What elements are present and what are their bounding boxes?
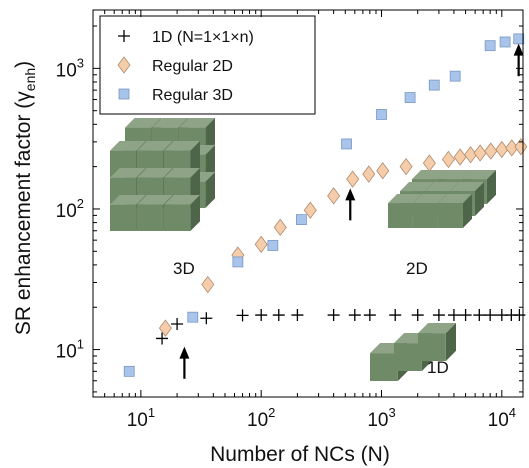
y-tick-label: 102 <box>56 196 84 222</box>
label-1d: 1D <box>427 358 449 377</box>
x-tick-label: 102 <box>247 405 275 431</box>
axes <box>92 9 524 398</box>
x-axis-label: Number of NCs (N) <box>210 443 390 466</box>
point-1d <box>348 309 361 322</box>
point-regular-2d <box>422 154 436 172</box>
point-regular-3d <box>484 40 496 52</box>
point-regular-3d <box>513 33 525 45</box>
point-regular-2d <box>453 148 467 166</box>
y-tick-label: 103 <box>56 55 84 81</box>
point-1d <box>513 309 526 322</box>
label-2d: 2D <box>406 259 428 278</box>
point-regular-3d <box>296 214 307 226</box>
x-tick-label: 104 <box>488 405 516 431</box>
point-regular-3d <box>187 311 199 323</box>
y-axis-label-gamma: γ <box>12 91 35 102</box>
label-3d: 3D <box>173 259 195 278</box>
point-regular-2d <box>484 142 498 160</box>
point-1d <box>484 309 497 322</box>
x-tick-label: 101 <box>127 405 155 431</box>
point-1d <box>171 318 184 331</box>
legend-marker-regular-3d <box>118 88 130 100</box>
legend-marker <box>117 56 131 74</box>
point-regular-2d <box>495 140 509 159</box>
cube-1d <box>418 323 456 361</box>
point-regular-2d <box>346 170 360 188</box>
point-1d <box>432 309 445 322</box>
point-1d <box>459 309 472 322</box>
point-regular-3d <box>499 36 511 48</box>
y-axis-label-main: SR enhancement factor ( <box>12 102 35 335</box>
arrow-head <box>513 43 524 56</box>
point-regular-2d <box>303 201 317 219</box>
point-1d <box>327 309 340 322</box>
point-regular-2d <box>376 162 390 180</box>
point-regular-2d <box>464 146 478 164</box>
point-regular-3d <box>232 256 244 268</box>
legend-marker <box>118 30 130 42</box>
legend: 1D (N=1×1×n) Regular 2D Regular 3D <box>99 15 316 115</box>
arrow-head <box>179 346 190 359</box>
point-regular-2d <box>254 235 268 254</box>
point-regular-2d <box>441 150 455 169</box>
point-regular-2d <box>362 165 376 183</box>
point-regular-3d <box>123 365 135 377</box>
point-1d <box>156 332 169 345</box>
point-regular-3d <box>449 70 461 82</box>
series-regular-3d <box>123 33 525 377</box>
cube-2d <box>438 194 472 228</box>
point-1d <box>255 309 268 322</box>
y-axis-ticks: 101 102 103 <box>56 25 523 393</box>
point-1d <box>236 309 249 322</box>
point-regular-3d <box>404 92 416 103</box>
series-1d <box>156 309 526 345</box>
legend-label-regular-2d: Regular 2D <box>152 58 233 75</box>
point-1d <box>447 309 460 322</box>
point-1d <box>291 309 304 322</box>
arrows <box>179 43 524 379</box>
x-tick-label: 103 <box>367 405 395 431</box>
point-regular-3d <box>428 79 440 91</box>
point-regular-3d <box>267 240 279 251</box>
y-axis-label-close: ) <box>12 61 35 68</box>
legend-marker <box>118 88 130 100</box>
plot-frame <box>92 9 524 398</box>
point-regular-3d <box>376 109 387 120</box>
point-1d <box>411 309 424 322</box>
point-1d <box>389 309 402 322</box>
point-regular-2d <box>273 218 287 237</box>
point-regular-2d <box>399 157 413 176</box>
y-tick-label: 101 <box>56 337 84 363</box>
cube-3d-illustration <box>110 118 215 231</box>
arrow-head <box>345 188 356 201</box>
legend-marker-regular-2d <box>117 56 131 74</box>
point-regular-2d <box>158 319 172 337</box>
legend-label-regular-3d: Regular 3D <box>152 87 233 104</box>
point-regular-2d <box>473 144 487 162</box>
y-axis-label: SR enhancement factor (γenh) <box>12 61 38 335</box>
legend-marker-1d <box>118 30 130 42</box>
cube-2d-illustration <box>388 170 496 228</box>
cube-3d-front <box>164 195 200 231</box>
legend-label-1d: 1D (N=1×1×n) <box>152 29 254 46</box>
point-1d <box>473 309 486 322</box>
point-1d <box>200 312 213 325</box>
x-axis-ticks: 101 102 103 104 <box>92 10 516 431</box>
point-regular-2d <box>201 275 215 294</box>
y-axis-label-sub: enh <box>22 68 38 91</box>
point-regular-2d <box>327 187 341 205</box>
point-regular-3d <box>341 138 352 150</box>
point-1d <box>363 309 376 322</box>
point-1d <box>272 309 285 322</box>
point-regular-2d <box>514 138 528 156</box>
